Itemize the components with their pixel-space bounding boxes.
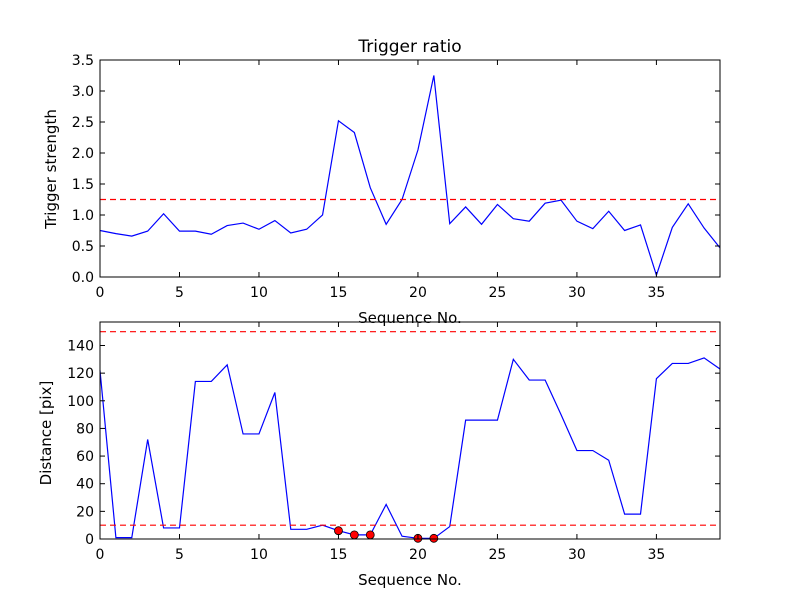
- x-tick-label: 10: [250, 285, 268, 301]
- y-tick-label: 3.5: [72, 53, 94, 69]
- highlight-marker: [365, 530, 375, 540]
- y-tick-label: 0.5: [72, 239, 94, 255]
- y-tick-label: 80: [76, 421, 94, 437]
- trigger-ratio-chart: Trigger ratio Trigger strength Sequence …: [42, 37, 721, 327]
- y-tick-label: 120: [67, 366, 94, 382]
- x-tick-label: 30: [568, 285, 586, 301]
- y-tick-label: 20: [76, 504, 94, 520]
- x-tick-label: 20: [409, 547, 427, 563]
- y-tick-label: 0.0: [72, 270, 94, 286]
- x-tick-label: 30: [568, 547, 586, 563]
- x-axis-label: Sequence No.: [358, 571, 462, 589]
- y-tick-label: 0: [85, 532, 94, 548]
- x-tick-label: 10: [250, 547, 268, 563]
- x-tick-label: 0: [96, 285, 105, 301]
- y-tick-label: 100: [67, 394, 94, 410]
- series-line: [99, 357, 721, 539]
- chart-title: Trigger ratio: [357, 37, 461, 57]
- distance-chart: Distance [pix] Sequence No. 0 5 10 15 20 25 30…: [37, 321, 721, 589]
- x-axis-label: Sequence No.: [358, 309, 462, 327]
- x-tick-label: 25: [489, 547, 507, 563]
- highlight-marker: [429, 533, 439, 543]
- x-tick-label: 20: [409, 285, 427, 301]
- y-tick-label: 1.5: [72, 177, 94, 193]
- y-tick-label: 3.0: [72, 84, 94, 100]
- y-axis-label: Trigger strength: [42, 109, 60, 230]
- y-tick-label: 60: [76, 449, 94, 465]
- y-axis-label: Distance [pix]: [37, 381, 55, 486]
- highlight-marker: [349, 530, 359, 540]
- y-tick-label: 140: [67, 338, 94, 354]
- x-tick-label: 15: [330, 285, 348, 301]
- x-tick-label: 15: [330, 547, 348, 563]
- x-tick-label: 25: [489, 285, 507, 301]
- highlight-marker: [334, 526, 343, 536]
- y-tick-label: 2.0: [72, 146, 94, 162]
- plot-frame: [99, 321, 721, 540]
- x-tick-label: 5: [175, 547, 184, 563]
- y-tick-label: 1.0: [72, 208, 94, 224]
- x-tick-label: 35: [647, 547, 665, 563]
- y-tick-label: 2.5: [72, 115, 94, 131]
- x-tick-label: 5: [175, 285, 184, 301]
- x-tick-label: 35: [647, 285, 665, 301]
- plot-frame: [99, 59, 721, 278]
- series-line: [99, 75, 721, 278]
- x-tick-label: 0: [96, 547, 105, 563]
- y-tick-label: 40: [76, 477, 94, 493]
